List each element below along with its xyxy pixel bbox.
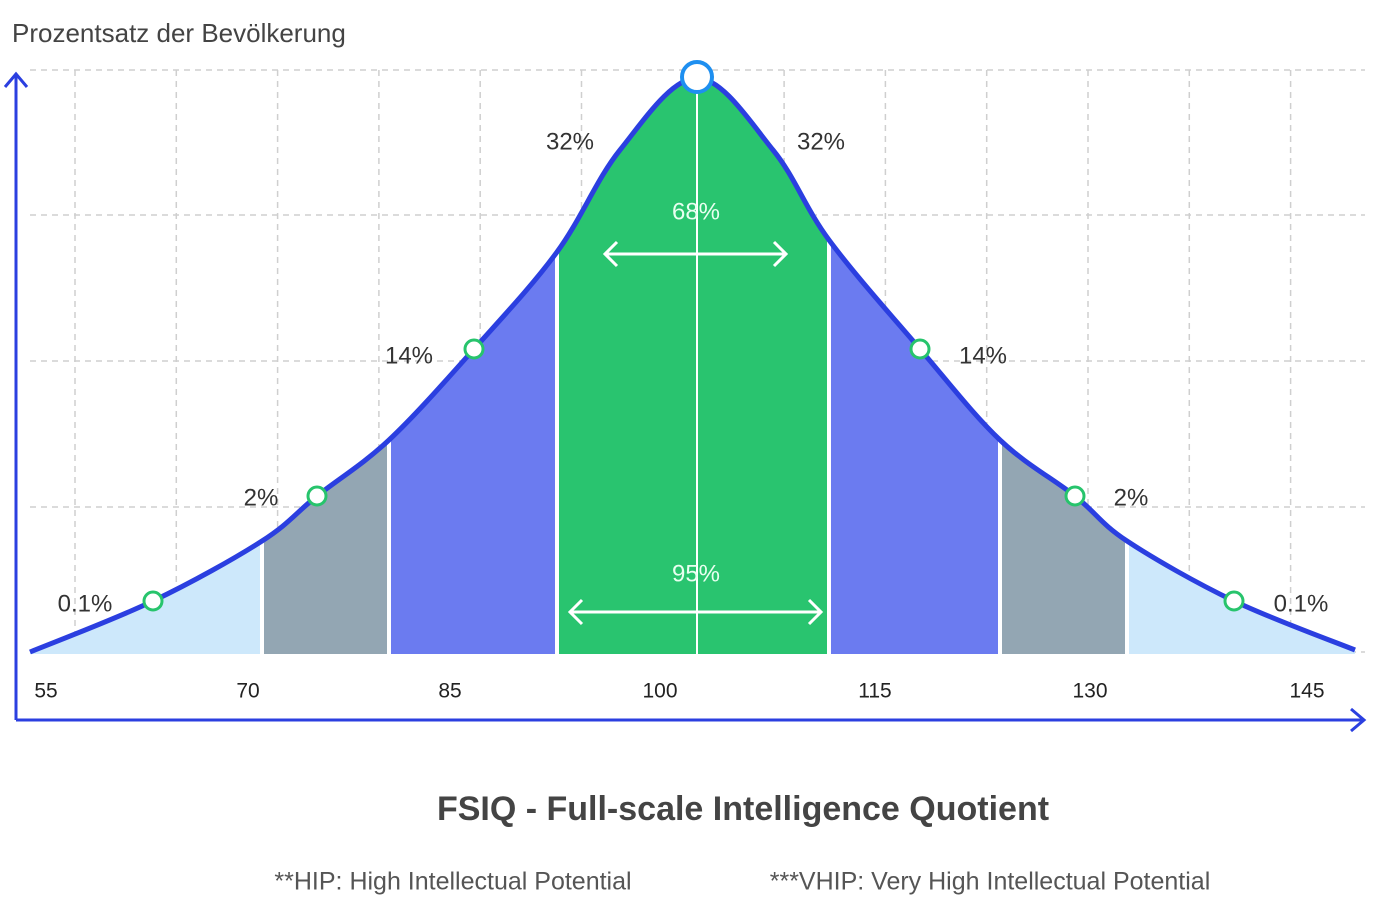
range-arrows [567,240,824,626]
region-labels: 0.1% 2% 14% 32% 32% 14% 2% 0.1% [58,128,1329,617]
regions [30,78,1355,654]
x-label: 130 [1072,680,1107,703]
region-label: 14% [385,342,433,369]
x-label: 100 [642,680,677,703]
region-label: 14% [959,342,1007,369]
x-label: 145 [1289,680,1324,703]
range-label: 95% [672,560,720,587]
x-label: 70 [236,680,259,703]
axes [3,71,1367,733]
x-label: 55 [34,680,57,703]
footnote: ***VHIP: Very High Intellectual Potentia… [770,868,1211,896]
title: FSIQ - Full-scale Intelligence Quotient [437,790,1049,828]
region-label: 2% [244,484,279,511]
region-label: 0.1% [1274,590,1329,617]
x-label: 115 [858,680,891,703]
region-label: 32% [797,128,845,155]
x-label: 85 [438,680,461,703]
peak-point [680,60,714,94]
x-labels: 55 70 85 100 115 130 145 [34,680,1324,703]
region-label: 0.1% [58,590,113,617]
range-label: 68% [672,198,720,225]
y-axis-label: Prozentsatz der Bevölkerung [12,18,346,48]
curve-points [142,338,1245,612]
region-label: 2% [1114,484,1149,511]
region-label: 32% [546,128,594,155]
footnote: **HIP: High Intellectual Potential [274,868,631,896]
